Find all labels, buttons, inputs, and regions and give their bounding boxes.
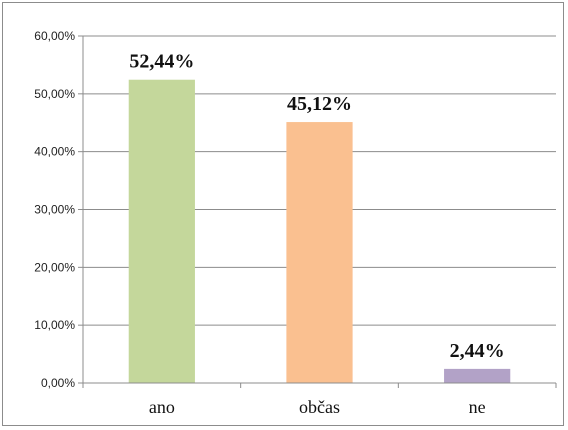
category-label: ne xyxy=(469,397,486,417)
y-tick-label: 50,00% xyxy=(34,87,75,101)
y-tick-label: 0,00% xyxy=(41,376,75,390)
bars xyxy=(128,79,511,384)
bar-ne xyxy=(444,368,511,383)
bar-občas xyxy=(286,122,353,383)
y-tick-label: 20,00% xyxy=(34,260,75,274)
y-tick-label: 10,00% xyxy=(34,318,75,332)
bar-ano xyxy=(128,79,195,384)
category-label: ano xyxy=(149,397,175,417)
labels: 0,00% 10,00% 20,00% 30,00% 40,00% 50,00% 60,00… xyxy=(34,29,504,417)
chart-frame: 0,00% 10,00% 20,00% 30,00% 40,00% 50,00% 60,00… xyxy=(2,2,564,426)
data-label: 52,44% xyxy=(129,51,194,73)
bar-chart: 0,00% 10,00% 20,00% 30,00% 40,00% 50,00% 60,00… xyxy=(34,29,557,417)
y-tick-label: 40,00% xyxy=(34,145,75,159)
category-label: občas xyxy=(299,397,340,417)
y-tick-label: 60,00% xyxy=(34,29,75,43)
y-tick-label: 30,00% xyxy=(34,203,75,217)
data-label: 45,12% xyxy=(287,93,352,115)
data-label: 2,44% xyxy=(450,340,505,362)
axes xyxy=(78,35,557,388)
